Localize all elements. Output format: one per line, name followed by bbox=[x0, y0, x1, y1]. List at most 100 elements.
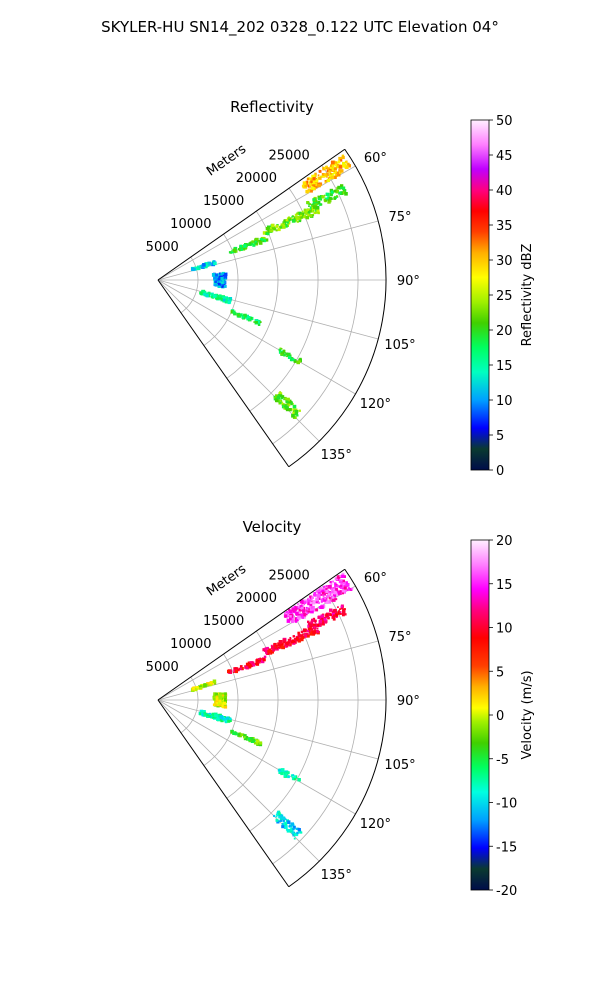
echo-gate bbox=[339, 575, 342, 577]
echo-gate bbox=[283, 641, 285, 644]
echo-gate bbox=[265, 651, 268, 655]
echo-gate bbox=[289, 615, 292, 618]
echo-gate bbox=[289, 610, 292, 613]
echo-gate bbox=[211, 294, 214, 296]
echo-gate bbox=[302, 609, 306, 613]
echo-gate bbox=[300, 613, 304, 617]
echo-gate bbox=[286, 355, 288, 358]
echo-gate bbox=[300, 606, 304, 610]
echo-gate bbox=[306, 629, 309, 633]
echo-gate bbox=[344, 165, 349, 169]
echo-gate bbox=[333, 167, 337, 171]
echo-gate bbox=[315, 203, 318, 206]
echo-gate bbox=[340, 574, 345, 578]
echo-gate bbox=[297, 633, 301, 637]
echo-gate bbox=[293, 837, 296, 840]
colorbar-tick-label: 30 bbox=[496, 254, 513, 269]
echo-gate bbox=[259, 238, 264, 242]
echo-gate bbox=[324, 180, 327, 183]
echo-gate bbox=[293, 778, 296, 781]
echo-gate bbox=[291, 219, 296, 223]
echo-gate bbox=[317, 201, 320, 204]
echo-gate bbox=[281, 645, 285, 650]
echo-gate bbox=[262, 648, 266, 652]
echo-gate bbox=[301, 605, 304, 608]
echo-gate bbox=[286, 619, 291, 623]
echo-gate bbox=[286, 829, 290, 832]
echo-gate bbox=[286, 220, 289, 223]
echo-gate bbox=[313, 592, 316, 595]
echo-gate bbox=[278, 814, 281, 817]
echo-gate bbox=[240, 733, 244, 737]
echo-gate bbox=[337, 606, 339, 608]
echo-gate bbox=[293, 620, 296, 623]
echo-gate bbox=[330, 613, 333, 617]
azimuth-gridline bbox=[157, 699, 356, 815]
echo-gate bbox=[341, 154, 345, 157]
echo-gate bbox=[289, 643, 292, 646]
echo-gate bbox=[272, 226, 276, 230]
echo-gate bbox=[292, 408, 295, 411]
echo-gate bbox=[223, 695, 227, 699]
echo-gate bbox=[339, 608, 341, 611]
echo-gate bbox=[282, 223, 286, 226]
echo-gate bbox=[256, 739, 260, 743]
echo-gate bbox=[329, 172, 332, 175]
range-gridline bbox=[203, 233, 239, 346]
echo-gate bbox=[194, 687, 198, 692]
echo-gate bbox=[314, 619, 317, 623]
echo-gate bbox=[325, 175, 328, 178]
echo-gate bbox=[239, 249, 241, 252]
echo-gate bbox=[309, 601, 312, 604]
colorbar bbox=[470, 119, 490, 471]
echo-gate bbox=[219, 280, 222, 283]
echo-gate bbox=[263, 655, 267, 659]
echo-gate bbox=[281, 352, 283, 354]
echo-gate bbox=[282, 221, 285, 224]
echo-gate bbox=[312, 210, 315, 212]
echo-gate bbox=[325, 192, 330, 197]
colorbar-label: Velocity (m/s) bbox=[520, 670, 535, 759]
echo-gate bbox=[287, 352, 291, 356]
echo-gate bbox=[294, 359, 296, 361]
echo-gate bbox=[338, 191, 342, 195]
panel-title: Reflectivity bbox=[230, 98, 314, 116]
echo-gate bbox=[335, 171, 337, 173]
colorbar-tick-label: 40 bbox=[496, 184, 513, 199]
echo-gate bbox=[313, 623, 316, 627]
echo-gate bbox=[278, 771, 281, 774]
echo-gate bbox=[224, 720, 227, 723]
echo-gate bbox=[213, 276, 217, 280]
echo-gate bbox=[307, 609, 311, 613]
echo-gate bbox=[320, 594, 323, 596]
echo-gate bbox=[296, 360, 300, 365]
echo-gate bbox=[314, 182, 319, 187]
echo-gate bbox=[280, 772, 284, 776]
azimuth-gridline bbox=[157, 279, 356, 395]
echo-gate bbox=[308, 622, 313, 627]
echo-gate bbox=[301, 633, 304, 636]
echo-gate bbox=[279, 646, 282, 649]
echo-gate bbox=[318, 625, 321, 627]
echo-gate bbox=[215, 692, 219, 696]
range-gridline bbox=[249, 607, 319, 832]
echo-gate bbox=[288, 219, 291, 222]
echo-gate bbox=[259, 659, 262, 662]
colorbar-tick-label: -5 bbox=[496, 753, 509, 768]
echo-gate bbox=[323, 598, 327, 602]
echo-gate bbox=[309, 625, 312, 628]
range-tick-label: 15000 bbox=[203, 614, 244, 629]
echo-gate bbox=[326, 167, 330, 170]
echo-gate bbox=[251, 240, 254, 243]
echo-gate bbox=[295, 827, 298, 830]
echo-gate bbox=[220, 277, 224, 281]
echo-gate bbox=[297, 639, 301, 643]
echo-gate bbox=[226, 297, 229, 299]
echo-gate bbox=[314, 178, 319, 183]
echo-gate bbox=[338, 156, 342, 161]
echo-gate bbox=[281, 395, 285, 398]
echo-gate bbox=[203, 712, 206, 715]
echo-gate bbox=[339, 611, 342, 614]
echo-gate bbox=[225, 298, 228, 302]
echo-gate bbox=[296, 220, 299, 223]
